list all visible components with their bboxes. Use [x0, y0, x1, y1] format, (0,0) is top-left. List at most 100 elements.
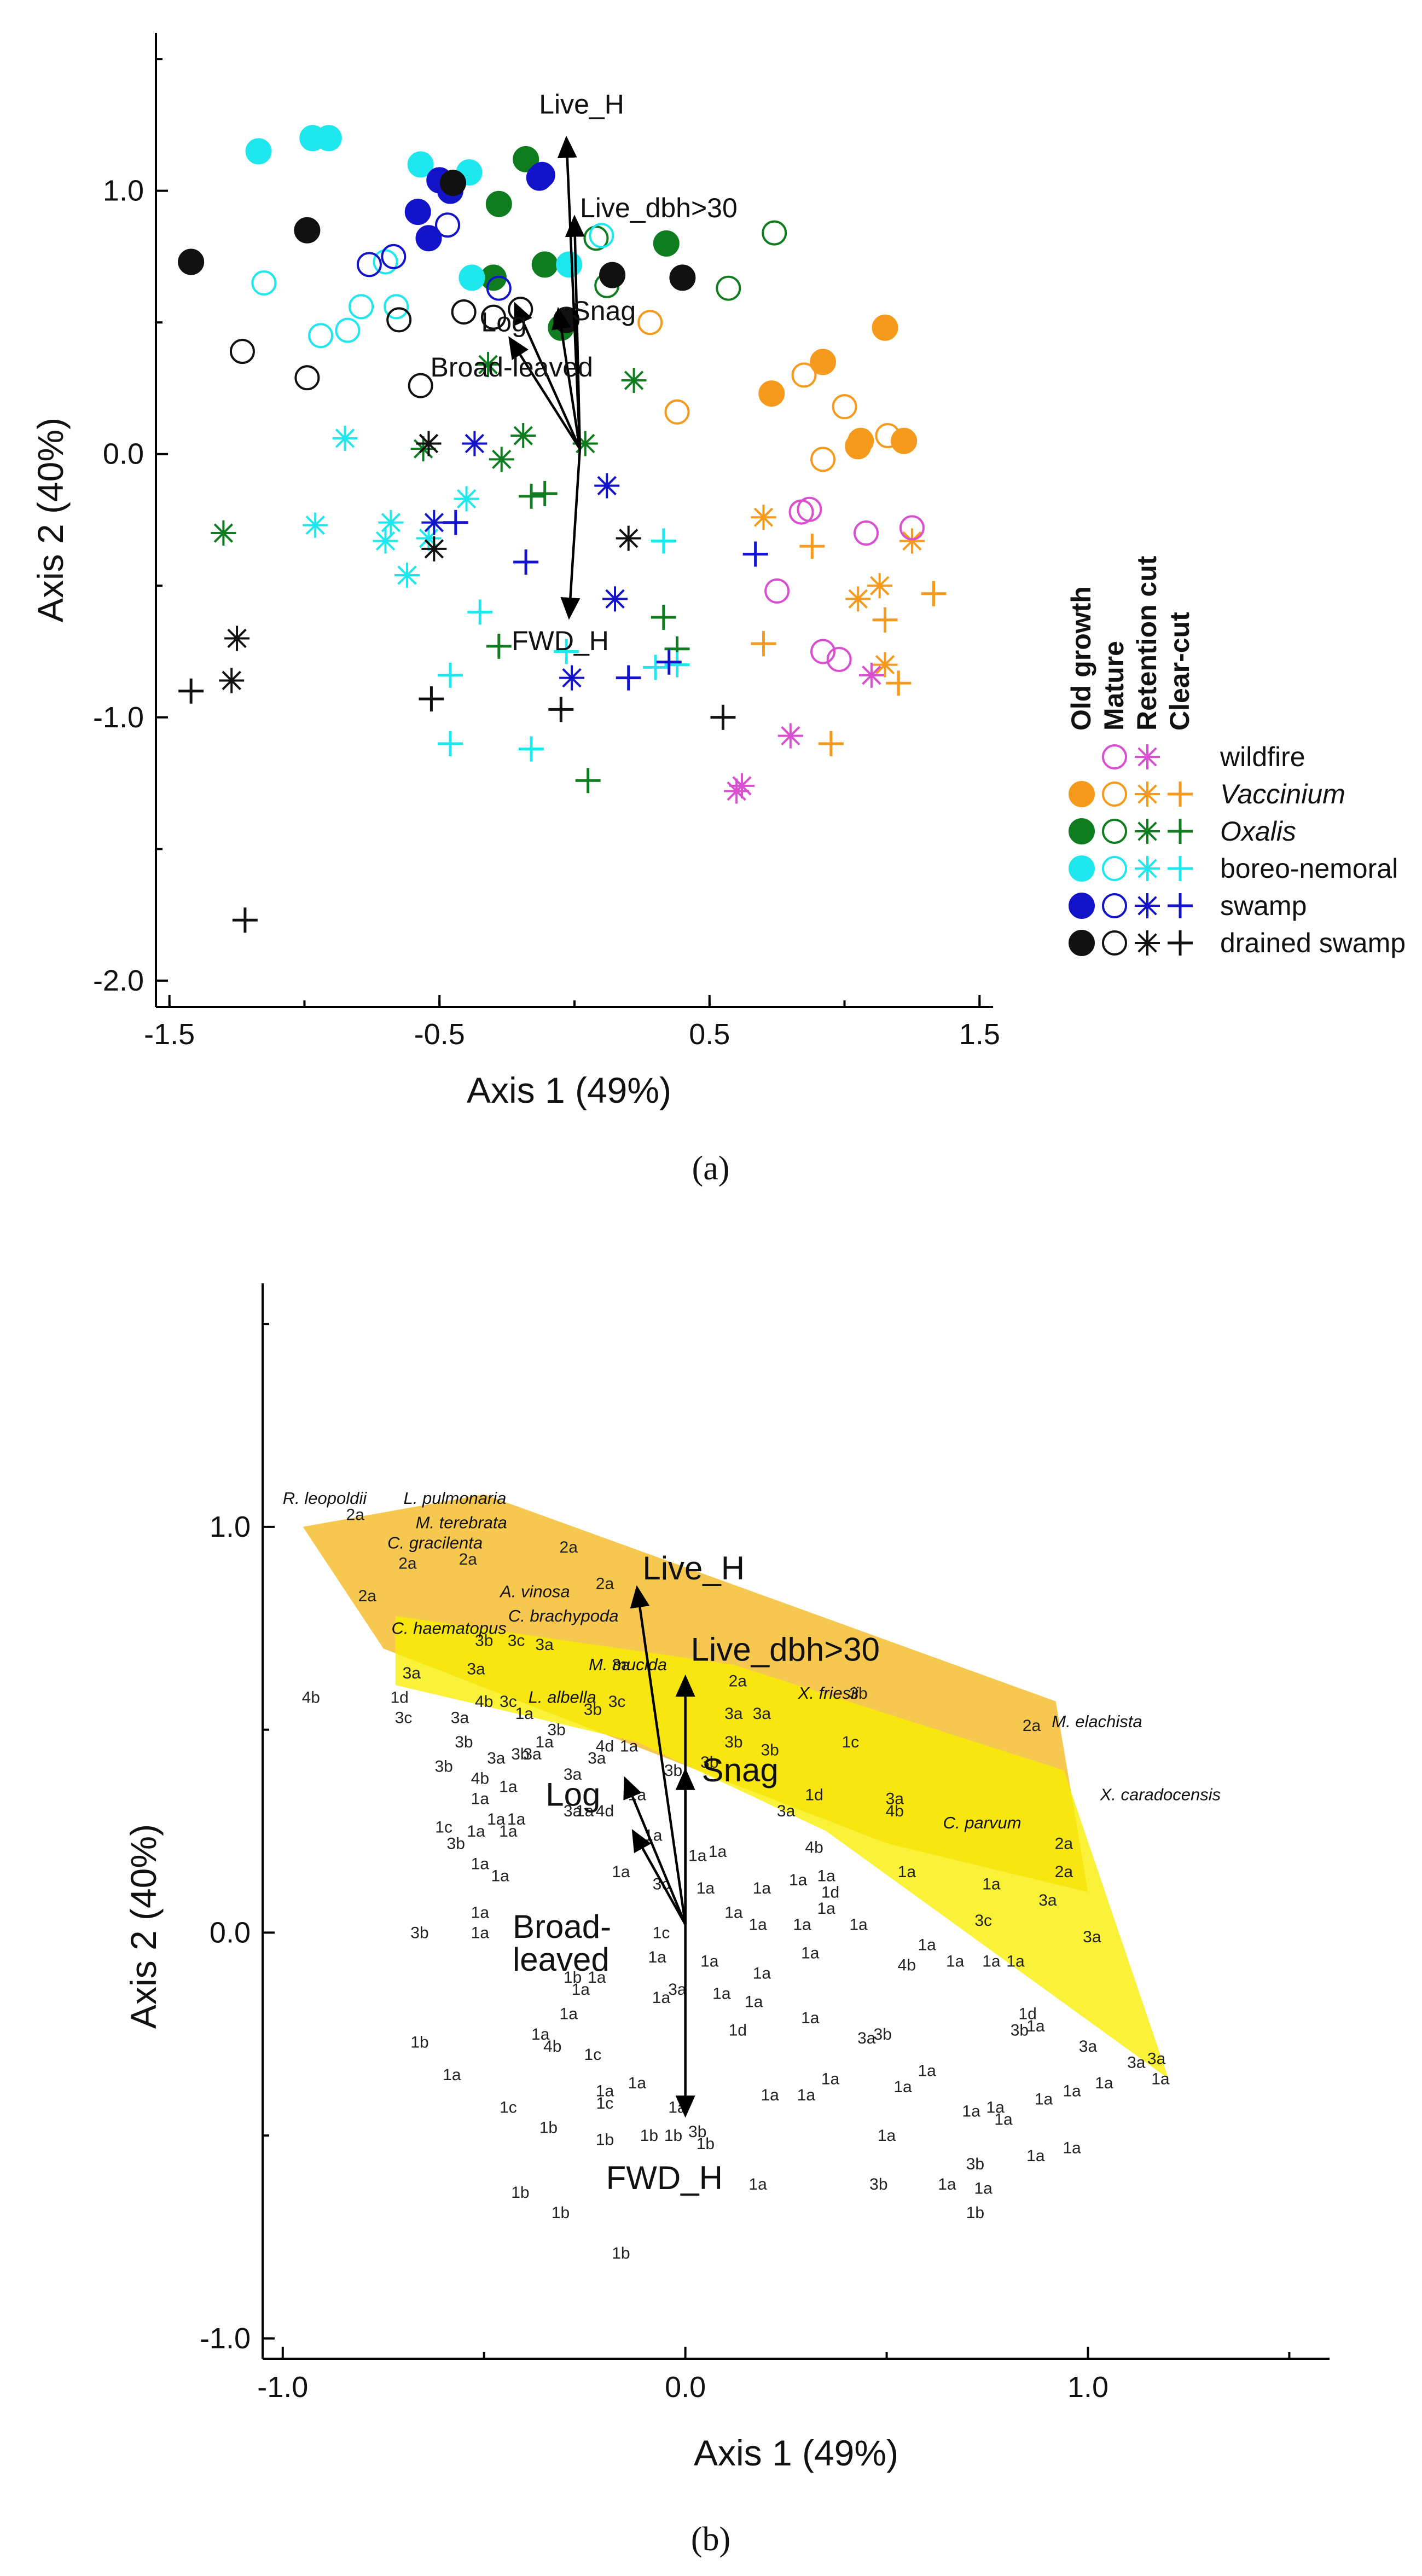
panel-a-point-drained-retention: [224, 626, 250, 651]
panel-a-point-boreo-retention: [378, 510, 404, 535]
panel-a-vector-arrow: [552, 306, 582, 449]
panel-b-site-code: 3b: [1011, 2021, 1029, 2039]
panel-b-axes: -1.0 0.0 1.0 1.0 0.0 -1.0: [200, 1283, 1330, 2404]
panel-a-point-boreo-old: [458, 264, 485, 291]
panel-b-site-code: 1b: [640, 2127, 658, 2145]
panel-a-point-drained-mature: [386, 307, 412, 333]
panel-b-species-label: M. terebrata: [416, 1513, 507, 1532]
panel-b-site-code: 1a: [761, 2086, 779, 2104]
panel-b-site-code: 3b: [434, 1757, 452, 1775]
panel-b-site-code: 3a: [403, 1664, 421, 1682]
panel-b-site-code: 2a: [596, 1575, 614, 1593]
panel-b-site-code: 1a: [491, 1867, 509, 1885]
panel-a-point-vaccinium-mature: [810, 447, 836, 472]
panel-a-vectors: Live_H Live_dbh>30 Snag Log Broad-leaved FWD_…: [431, 89, 738, 656]
panel-a-point-boreo-mature: [373, 249, 398, 275]
panel-b-site-code: 1a: [748, 1916, 767, 1934]
panel-a-point-oxalis-retention: [510, 423, 536, 449]
panel-b-site-code: 2a: [346, 1506, 365, 1524]
panel-a-point-vaccinium-clearcut: [872, 607, 898, 633]
panel-b-site-code: 3b: [410, 1924, 428, 1942]
legend-marker-swamp-star: [1135, 893, 1160, 918]
panel-a-point-boreo-clearcut: [651, 528, 676, 554]
panel-a-point-swamp-old: [526, 164, 553, 191]
panel-a-point-swamp-clearcut: [443, 510, 468, 535]
panel-a-point-boreo-clearcut: [519, 736, 544, 762]
panel-a-x-tick-label: 0.5: [689, 1018, 730, 1051]
panel-b-site-code: 1a: [748, 2175, 767, 2193]
panel-b-site-code: 1a: [817, 1867, 836, 1885]
panel-a-point-oxalis-retention: [489, 447, 514, 472]
panel-b-site-code: 1a: [1095, 2074, 1113, 2092]
panel-b-site-code: 1c: [596, 2094, 614, 2112]
panel-b-site-code: 1b: [697, 2135, 715, 2153]
panel-a-point-drained-mature: [229, 339, 255, 364]
panel-a-point-boreo-mature: [335, 317, 361, 343]
panel-a-legend: Old growth Mature Retention cut Clear-cut wi…: [1066, 555, 1406, 958]
panel-b-site-code: 1a: [712, 1985, 731, 2003]
caption-a: (a): [692, 1150, 730, 1187]
panel-b-site-code: 1a: [918, 1936, 936, 1954]
legend-marker-boreo-open: [1102, 856, 1127, 881]
panel-a-point-swamp-old: [404, 199, 431, 225]
panel-b-site-code: 1d: [729, 2021, 747, 2039]
panel-b-site-code: 1c: [653, 1924, 670, 1942]
panel-b-site-code: 2a: [729, 1672, 747, 1691]
panel-a-point-wildfire-mature: [810, 639, 836, 664]
panel-a-point-swamp-mature: [486, 275, 512, 301]
panel-b-site-code: 3a: [467, 1660, 485, 1678]
legend-marker-vaccinium-star: [1135, 782, 1160, 807]
panel-b-site-code: 3a: [1079, 2037, 1098, 2056]
panel-a-point-boreo-retention: [303, 512, 328, 538]
panel-a-vector-arrow: [565, 215, 585, 449]
panel-a-point-oxalis-retention: [621, 368, 647, 393]
legend-label-vaccinium: Vaccinium: [1220, 779, 1345, 809]
panel-a-point-swamp-retention: [559, 665, 585, 691]
panel-b-site-code: 3a: [487, 1750, 506, 1768]
panel-b-species-label: L. albella: [529, 1687, 596, 1706]
panel-b-site-code: 1a: [789, 1871, 808, 1889]
panel-b-y-axis-label: Axis 2 (40%): [123, 1824, 164, 2029]
legend-label-wildfire: wildfire: [1220, 742, 1305, 772]
legend-label-oxalis: Oxalis: [1220, 816, 1296, 847]
panel-a-point-drained-mature: [294, 365, 320, 391]
panel-b-site-code: 1a: [878, 2127, 896, 2145]
panel-b-site-code: 2a: [1055, 1863, 1073, 1881]
panel-a-point-wildfire-retention: [777, 723, 803, 749]
panel-b-site-code: 1a: [688, 1847, 707, 1865]
panel-b-site-code: 1a: [499, 1778, 518, 1796]
panel-b-species-label: C. haematopus: [391, 1618, 506, 1637]
panel-a-point-swamp-retention: [421, 510, 447, 535]
panel-a-point-vaccinium-clearcut: [751, 631, 776, 657]
panel-a-point-vaccinium-old: [848, 427, 874, 454]
panel-b-site-code: 1a: [982, 1875, 1001, 1893]
legend-label-boreo: boreo-nemoral: [1220, 853, 1398, 884]
panel-b-vectors: Live_H Live_dbh>30 Snag Log Broad-leaved FWD_…: [513, 1550, 880, 2196]
panel-b-vector-label: Log: [545, 1776, 600, 1813]
panel-a-point-drained-mature: [451, 299, 477, 325]
panel-a-point-swamp-clearcut: [742, 541, 768, 567]
legend-marker-boreo-plus: [1168, 856, 1193, 881]
panel-b-vector-label: Snag: [702, 1752, 779, 1788]
panel-b-site-code: 1b: [612, 2244, 630, 2262]
panel-a-point-swamp-retention: [462, 431, 487, 456]
panel-a-point-oxalis-clearcut: [651, 605, 676, 630]
panel-b-site-code: 1d: [821, 1883, 839, 1901]
panel-b-site-code: 1a: [1026, 2017, 1045, 2035]
legend-marker-oxalis-open: [1102, 819, 1127, 844]
panel-b-site-code: 3a: [535, 1636, 554, 1654]
panel-b-site-code: 4d: [596, 1802, 614, 1820]
legend-marker-swamp-filled: [1069, 893, 1095, 919]
panel-b-site-code: 3a: [564, 1765, 582, 1784]
panel-b-site-code: 1a: [974, 2180, 993, 2198]
panel-a-point-oxalis-retention: [211, 520, 236, 546]
panel-b-site-code: 1a: [487, 1810, 506, 1828]
legend-label-drained: drained swamp: [1220, 928, 1406, 958]
legend-marker-vaccinium-filled: [1069, 781, 1095, 807]
panel-a-point-vaccinium-mature: [791, 362, 817, 388]
panel-b-site-code: 1a: [443, 2066, 461, 2084]
panel-b-site-code: 2a: [1023, 1717, 1041, 1735]
legend-column-header: Retention cut: [1131, 555, 1162, 731]
